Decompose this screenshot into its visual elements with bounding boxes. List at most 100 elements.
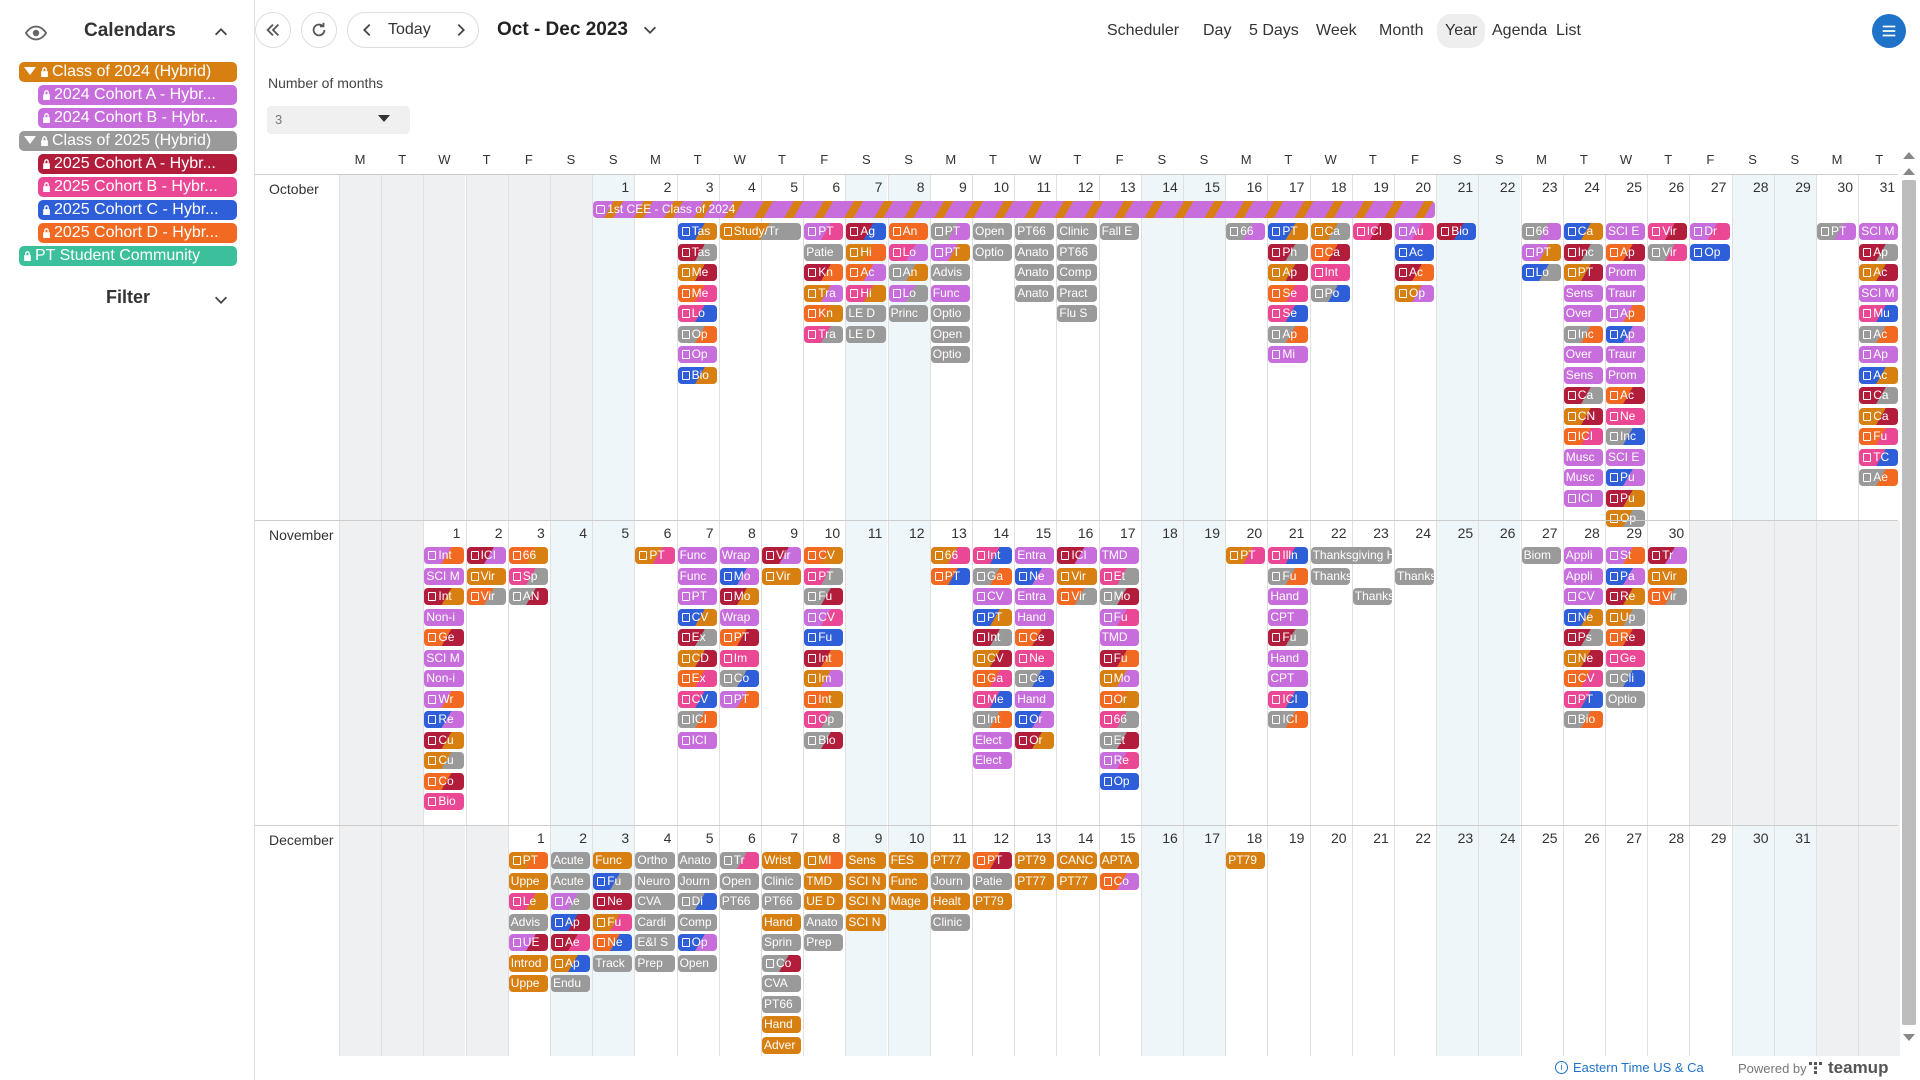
- day-number[interactable]: 10: [993, 179, 1009, 195]
- multi-day-event[interactable]: 1st CEE - Class of 2024: [593, 201, 1436, 218]
- calendar-event[interactable]: MI: [804, 852, 844, 869]
- day-number[interactable]: 9: [790, 525, 798, 541]
- day-cell[interactable]: 10: [803, 521, 845, 826]
- calendar-event[interactable]: TMD: [804, 872, 844, 890]
- day-number[interactable]: 4: [663, 830, 672, 846]
- calendar-event[interactable]: Re: [1606, 588, 1646, 605]
- day-cell[interactable]: 12: [972, 826, 1014, 1056]
- calendar-event[interactable]: Op: [677, 934, 717, 951]
- day-cell[interactable]: 31: [1773, 826, 1816, 1056]
- calendar-event[interactable]: TMD: [1099, 547, 1139, 564]
- calendar-event[interactable]: Open: [930, 325, 970, 343]
- calendar-item[interactable]: 2024 Cohort B - Hybr...: [38, 108, 237, 128]
- day-cell[interactable]: 22: [1478, 175, 1521, 521]
- calendar-event[interactable]: ICI: [677, 731, 717, 749]
- calendar-event[interactable]: Ph: [1268, 243, 1308, 261]
- day-cell[interactable]: 31: [1858, 175, 1900, 521]
- calendar-event[interactable]: Sens: [1563, 366, 1603, 384]
- day-number[interactable]: 1: [452, 525, 461, 541]
- day-number[interactable]: 13: [951, 525, 967, 541]
- calendar-event[interactable]: Uppe: [508, 872, 548, 890]
- day-cell[interactable]: 26: [1562, 826, 1605, 1056]
- day-cell[interactable]: 18: [1309, 175, 1352, 521]
- day-cell[interactable]: 24: [1478, 826, 1521, 1056]
- calendar-event[interactable]: Ne: [1563, 608, 1603, 626]
- calendar-item[interactable]: 2025 Cohort A - Hybr...: [38, 154, 237, 174]
- day-number[interactable]: 19: [1373, 179, 1389, 195]
- calendar-event[interactable]: Patie: [804, 243, 844, 261]
- calendar-event[interactable]: Anato: [677, 852, 717, 869]
- day-number[interactable]: 8: [748, 525, 756, 541]
- calendar-event[interactable]: Cu: [424, 731, 464, 749]
- calendar-event[interactable]: CV: [677, 690, 717, 708]
- day-cell[interactable]: 5: [761, 175, 803, 521]
- calendar-event[interactable]: ICI: [466, 547, 506, 564]
- calendar-event[interactable]: TC: [1859, 448, 1899, 466]
- calendar-event[interactable]: Hand: [1015, 690, 1055, 708]
- calendar-event[interactable]: Or: [1015, 731, 1055, 749]
- calendar-event[interactable]: Re: [1606, 629, 1646, 646]
- calendar-event[interactable]: Lo: [1521, 264, 1561, 281]
- filter-section[interactable]: Filter: [0, 285, 255, 315]
- calendar-event[interactable]: Co: [424, 772, 464, 790]
- day-cell[interactable]: 29: [1605, 521, 1647, 826]
- collapse-sidebar-button[interactable]: [255, 12, 291, 48]
- day-cell[interactable]: 26: [1647, 175, 1689, 521]
- calendar-event[interactable]: Vir: [1057, 567, 1097, 585]
- day-cell[interactable]: 28: [1731, 175, 1774, 521]
- day-number[interactable]: 6: [748, 830, 756, 846]
- day-cell[interactable]: 29: [1773, 175, 1816, 521]
- calendar-event[interactable]: Sens: [1563, 284, 1603, 302]
- day-number[interactable]: 8: [916, 179, 925, 195]
- date-range-title[interactable]: Oct - Dec 2023: [497, 19, 628, 40]
- day-number[interactable]: 10: [824, 525, 841, 541]
- calendar-event[interactable]: Acute: [551, 852, 591, 869]
- day-cell[interactable]: 22: [1309, 521, 1352, 826]
- day-number[interactable]: 15: [1120, 830, 1136, 846]
- day-number[interactable]: 3: [621, 830, 630, 846]
- chevron-down-icon[interactable]: [641, 21, 659, 39]
- calendar-event[interactable]: Thanksgivin: [1310, 567, 1350, 585]
- day-cell[interactable]: 14: [1056, 826, 1098, 1056]
- calendar-event[interactable]: PT66: [1015, 223, 1055, 240]
- calendar-event[interactable]: Ga: [973, 670, 1013, 687]
- calendar-event[interactable]: Anato: [804, 913, 844, 931]
- day-cell[interactable]: 7: [761, 826, 803, 1056]
- day-number[interactable]: 24: [1584, 179, 1600, 195]
- day-number[interactable]: 12: [909, 525, 925, 541]
- calendar-event[interactable]: Musc: [1563, 448, 1603, 466]
- calendar-event[interactable]: Track: [593, 954, 633, 972]
- calendar-event[interactable]: SCI E: [1606, 223, 1646, 240]
- day-cell[interactable]: 7: [676, 521, 719, 826]
- calendar-event[interactable]: Prom: [1606, 264, 1646, 281]
- calendar-event[interactable]: Ae: [1859, 469, 1899, 486]
- calendar-item[interactable]: 2025 Cohort D - Hybr...: [38, 223, 237, 243]
- calendar-event[interactable]: ICI: [1352, 223, 1392, 240]
- calendar-event[interactable]: Musc: [1563, 469, 1603, 486]
- day-cell[interactable]: 11: [1014, 175, 1056, 521]
- timezone-link[interactable]: Eastern Time US & Ca: [1573, 1060, 1704, 1075]
- calendar-event[interactable]: Ce: [1015, 670, 1055, 687]
- calendar-event[interactable]: Au: [1395, 223, 1435, 240]
- calendar-event[interactable]: Appli: [1563, 547, 1603, 564]
- view-scheduler[interactable]: Scheduler: [1107, 22, 1180, 39]
- calendar-event[interactable]: 66: [930, 547, 970, 564]
- calendar-event[interactable]: Ac: [1606, 387, 1646, 404]
- calendar-event[interactable]: Sens: [846, 852, 886, 869]
- day-number[interactable]: 9: [959, 179, 967, 195]
- view-5-days[interactable]: 5 Days: [1249, 22, 1299, 39]
- day-number[interactable]: 7: [790, 830, 798, 846]
- calendar-event[interactable]: CV: [677, 608, 717, 626]
- calendar-event[interactable]: Se: [1268, 305, 1308, 322]
- calendar-event[interactable]: Elect: [973, 731, 1013, 749]
- calendar-event[interactable]: CN: [1563, 407, 1603, 425]
- calendar-event[interactable]: Ap: [1606, 243, 1646, 261]
- calendar-item[interactable]: PT Student Community: [19, 246, 237, 266]
- calendar-event[interactable]: Clinic: [930, 913, 970, 931]
- calendar-event[interactable]: Mo: [1099, 588, 1139, 605]
- calendar-event[interactable]: Ap: [1268, 264, 1308, 281]
- calendar-event[interactable]: CV: [973, 649, 1013, 667]
- calendar-event[interactable]: Int: [973, 547, 1013, 564]
- day-number[interactable]: 26: [1668, 179, 1685, 195]
- calendar-event[interactable]: PT66: [1057, 243, 1097, 261]
